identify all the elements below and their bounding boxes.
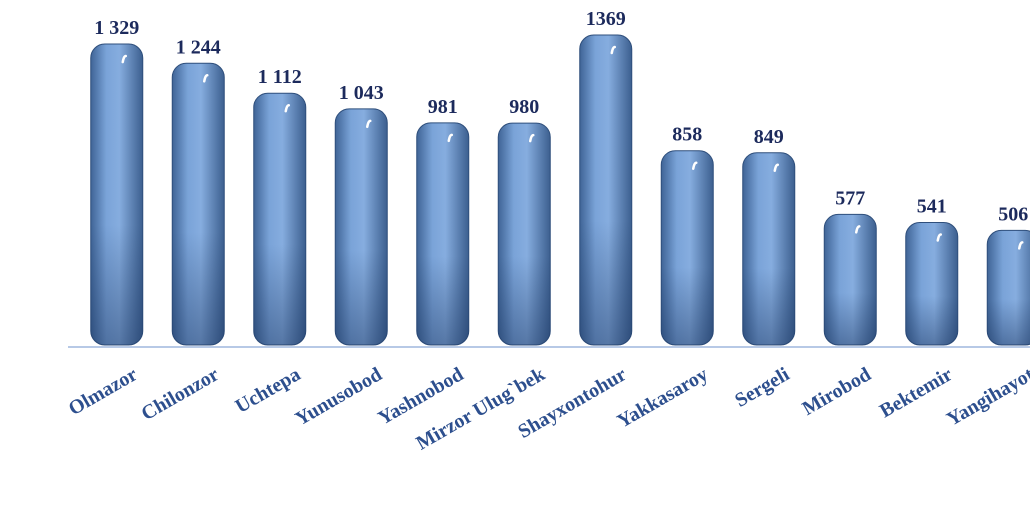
- bar-highlight: [366, 119, 372, 129]
- value-label: 858: [672, 124, 702, 146]
- bar-shade: [90, 44, 143, 345]
- category-label: Chilonzor: [138, 363, 223, 425]
- bar-group: [334, 108, 388, 346]
- bar-highlight: [692, 161, 698, 170]
- bar-highlight: [773, 163, 779, 172]
- value-label: 541: [917, 195, 947, 217]
- value-label: 1369: [586, 8, 626, 30]
- bar-shade: [253, 93, 306, 345]
- value-label: 1 043: [339, 82, 384, 104]
- bar-shade: [742, 152, 795, 345]
- bar-group: [579, 34, 633, 346]
- value-label: 849: [754, 126, 784, 148]
- bar-highlight: [284, 103, 290, 113]
- bar-highlight: [936, 233, 942, 242]
- value-label: 981: [428, 96, 458, 118]
- category-label: Mirobod: [799, 363, 875, 420]
- value-label: 980: [509, 96, 539, 118]
- bar-shade: [172, 63, 225, 346]
- value-label: 1 329: [94, 17, 139, 39]
- bar-group: [905, 221, 959, 346]
- bar-group: [742, 152, 796, 346]
- bar-shade: [905, 222, 958, 345]
- bar-highlight: [1018, 241, 1024, 250]
- bar-group: [660, 150, 714, 346]
- bar-group: [171, 62, 225, 346]
- category-label: Sergeli: [731, 363, 793, 412]
- category-label: Yakkasaroy: [613, 363, 711, 432]
- value-label: 506: [998, 203, 1028, 225]
- value-label: 577: [835, 187, 865, 209]
- category-label: Yangihayot: [943, 363, 1030, 431]
- bar-highlight: [447, 133, 453, 143]
- bar-shade: [416, 122, 469, 346]
- bar-shade: [498, 123, 551, 345]
- category-label: Olmazor: [65, 363, 142, 420]
- bar-group: [823, 213, 877, 346]
- category-label: Yunusobod: [292, 363, 386, 430]
- bar-shade: [579, 35, 632, 345]
- bar-highlight: [610, 45, 616, 55]
- value-label: 1 244: [176, 36, 221, 58]
- bar-shade: [661, 150, 714, 345]
- bar-group: [986, 229, 1030, 346]
- bar-group: [416, 122, 470, 346]
- bar-highlight: [855, 225, 861, 234]
- bar-highlight: [203, 74, 209, 83]
- bar-group: [90, 43, 144, 346]
- value-label: 1 112: [258, 66, 302, 88]
- bar-shade: [335, 108, 388, 345]
- bar-highlight: [121, 54, 127, 64]
- bar-shade: [824, 214, 877, 345]
- bar-group: [253, 92, 307, 346]
- bar-highlight: [529, 133, 535, 143]
- bar-shade: [987, 230, 1030, 345]
- bar-group: [497, 122, 551, 346]
